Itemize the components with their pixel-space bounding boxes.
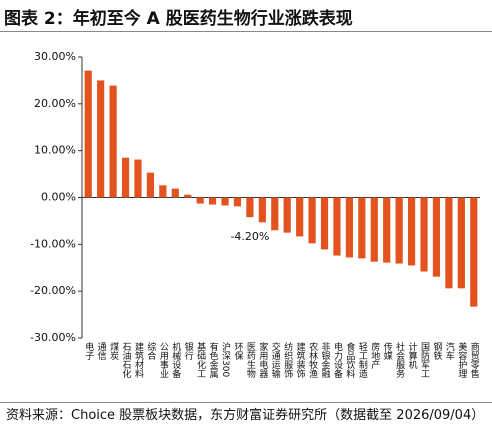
y-tick-label: -10.00% <box>30 237 76 250</box>
x-tick-label: 建筑材料 <box>133 341 144 379</box>
bar <box>395 197 403 264</box>
chart-title: 图表 2：年初至今 A 股医药生物行业涨跌表现 <box>4 9 353 29</box>
x-tick-label: 银行 <box>183 341 194 361</box>
x-tick-label: 计算机 <box>407 341 418 370</box>
bar <box>457 197 465 289</box>
x-tick-label: 医药生物 <box>245 342 256 379</box>
bar <box>109 85 117 198</box>
bar <box>134 159 142 198</box>
bar <box>445 197 453 289</box>
x-tick-label: 建筑装饰 <box>295 341 306 379</box>
bar <box>84 70 92 198</box>
bar <box>233 197 242 207</box>
bar <box>146 172 155 198</box>
x-tick-label: 家用电器 <box>257 341 268 378</box>
bar <box>320 197 329 250</box>
y-tick-label: -30.00% <box>30 331 76 344</box>
x-tick-label: 商贸零售 <box>469 341 480 379</box>
x-tick-label: 食品饮料 <box>344 341 355 379</box>
bar <box>159 185 167 198</box>
bar <box>283 197 291 233</box>
bar <box>296 197 304 237</box>
x-tick-label: 煤炭 <box>108 341 119 361</box>
value-label: -4.20% <box>230 230 269 243</box>
bar <box>432 197 441 277</box>
x-tick-label: 纺织服饰 <box>282 341 293 379</box>
y-tick-label: 10.00% <box>34 144 76 157</box>
bar <box>184 194 192 198</box>
x-tick-label: 轻工制造 <box>357 341 368 379</box>
y-tick-label: -20.00% <box>30 284 76 297</box>
bar <box>196 197 204 204</box>
bar <box>470 197 478 307</box>
bar <box>370 197 378 262</box>
x-tick-label: 非银金融 <box>320 341 331 379</box>
x-tick-label: 石油石化 <box>121 342 132 379</box>
x-tick-label: 基础化工 <box>195 341 206 378</box>
bar <box>246 197 254 218</box>
x-tick-label: 综合 <box>145 341 156 361</box>
x-tick-label: 沪深300 <box>220 341 231 378</box>
bar <box>308 197 316 244</box>
x-tick-label: 通信 <box>96 342 107 361</box>
bar <box>420 197 428 272</box>
x-tick-label: 钢铁 <box>431 341 442 361</box>
x-tick-label: 机械设备 <box>170 341 181 378</box>
bar <box>271 197 279 231</box>
bar <box>171 188 179 198</box>
bar <box>407 197 416 266</box>
title-rule <box>0 31 492 32</box>
x-tick-label: 房地产 <box>369 341 380 370</box>
x-tick-label: 传媒 <box>382 341 393 361</box>
bar <box>258 197 266 223</box>
y-tick-label: 20.00% <box>34 97 76 110</box>
source-rule <box>0 402 492 403</box>
x-tick-label: 农林牧渔 <box>307 341 318 378</box>
bar <box>208 197 217 205</box>
x-tick-label: 社会服务 <box>394 341 405 379</box>
x-tick-label: 交通运输 <box>270 341 281 379</box>
source-note: 资料来源：Choice 股票板块数据，东方财富证券研究所（数据截至 2026/0… <box>6 408 485 423</box>
bar <box>121 157 130 198</box>
x-tick-label: 环保 <box>232 342 243 361</box>
x-tick-label: 电力设备 <box>332 341 343 378</box>
bar <box>358 197 366 259</box>
bar <box>97 80 105 198</box>
x-tick-label: 有色金属 <box>208 341 219 379</box>
y-tick-label: 0.00% <box>41 191 76 204</box>
bar <box>221 197 229 206</box>
x-tick-label: 汽车 <box>444 341 455 361</box>
x-tick-label: 公用事业 <box>158 342 169 378</box>
x-tick-label: 电子 <box>83 341 94 360</box>
y-tick-label: 30.00% <box>34 50 76 63</box>
bar <box>383 197 391 263</box>
bar <box>345 197 354 258</box>
x-tick-label: 美容护理 <box>456 341 467 378</box>
bar <box>333 197 341 256</box>
x-tick-label: 国防军工 <box>419 342 430 378</box>
